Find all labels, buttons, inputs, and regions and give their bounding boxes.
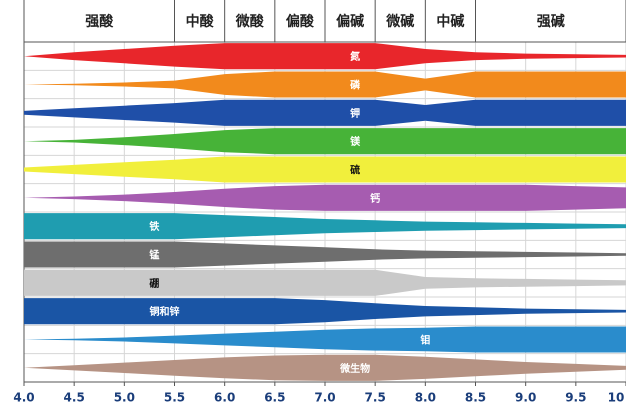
zone-label: 强碱 (537, 13, 565, 30)
band-label: 氮 (350, 50, 360, 63)
band-7 (24, 241, 626, 268)
band-label: 硼 (148, 278, 159, 290)
band-2 (24, 99, 626, 126)
x-tick-label: 4.5 (64, 391, 85, 405)
x-tick-label: 7.5 (365, 391, 386, 405)
band-label: 铁 (149, 220, 159, 233)
band-label: 钼 (420, 334, 430, 347)
x-tick-label: 5.5 (164, 391, 185, 405)
band-1 (24, 71, 626, 98)
band-label: 微生物 (339, 362, 370, 375)
x-tick-label: 9.0 (515, 391, 536, 405)
band-5 (24, 184, 626, 211)
band-8 (24, 269, 626, 296)
zone-label: 中酸 (186, 13, 215, 30)
x-tick-label: 8.0 (415, 391, 436, 405)
band-label: 钙 (370, 192, 380, 205)
band-label: 钾 (350, 107, 360, 120)
x-tick-label: 9.5 (565, 391, 586, 405)
x-tick-label: 10 (608, 391, 625, 405)
band-label: 硫 (350, 164, 360, 177)
x-tick-label: 5.0 (114, 391, 135, 405)
x-tick-label: 6.5 (264, 391, 285, 405)
x-tick-label: 6.0 (214, 391, 235, 405)
band-6 (24, 213, 626, 240)
band-4 (24, 156, 626, 183)
band-11 (24, 354, 626, 381)
zone-label: 偏碱 (336, 13, 364, 30)
band-label: 磷 (350, 79, 361, 92)
band-label: 锰 (149, 249, 159, 262)
zone-label: 强酸 (85, 13, 114, 30)
band-3 (24, 128, 626, 155)
band-label: 铜和锌 (149, 305, 179, 318)
band-9 (24, 298, 626, 325)
x-tick-label: 8.5 (465, 391, 486, 405)
zone-label: 微碱 (385, 13, 414, 30)
band-10 (24, 326, 626, 353)
zone-label: 偏酸 (286, 13, 315, 30)
ph-zone-header: 强酸 中酸 微酸 偏酸 偏碱 微碱 中碱 强碱 (85, 0, 626, 42)
band-label: 镁 (350, 135, 360, 148)
band-0 (24, 43, 626, 70)
x-axis-ticks: 4.0 4.5 5.0 5.5 6.0 6.5 7.0 7.5 8.0 8.5 9.0 9.5 10 (13, 382, 626, 405)
x-tick-label: 7.0 (314, 391, 335, 405)
zone-label: 微酸 (235, 13, 265, 30)
zone-label: 中碱 (436, 13, 464, 30)
x-tick-label: 4.0 (13, 391, 34, 405)
